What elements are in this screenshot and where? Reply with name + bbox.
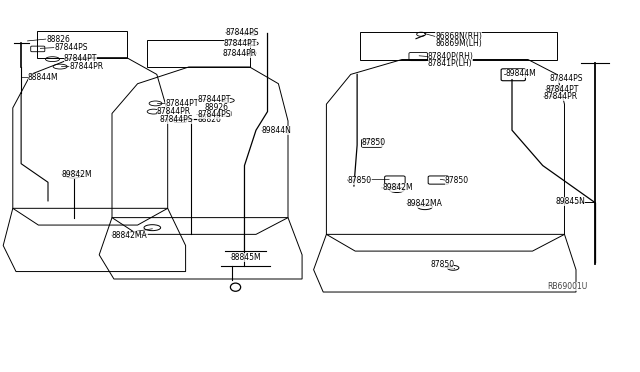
Text: 87844PR: 87844PR bbox=[69, 62, 103, 71]
Text: 86868N(RH): 86868N(RH) bbox=[435, 32, 482, 41]
Text: 87850: 87850 bbox=[445, 176, 469, 185]
Text: 88926: 88926 bbox=[205, 103, 229, 112]
Text: 87850: 87850 bbox=[430, 260, 454, 269]
Text: 88842MA: 88842MA bbox=[112, 231, 148, 240]
Text: 87840P(RH): 87840P(RH) bbox=[428, 52, 474, 61]
Text: 87844PR: 87844PR bbox=[544, 92, 578, 101]
Text: 88826: 88826 bbox=[46, 35, 70, 44]
Text: 87844PS: 87844PS bbox=[197, 110, 230, 119]
Text: 87844PS: 87844PS bbox=[54, 43, 88, 52]
Text: 89845N: 89845N bbox=[556, 197, 586, 206]
Text: 87844PT: 87844PT bbox=[224, 39, 257, 48]
Text: 88845M: 88845M bbox=[230, 253, 261, 262]
Text: 87841P(LH): 87841P(LH) bbox=[428, 60, 472, 68]
Text: 87850: 87850 bbox=[362, 138, 386, 147]
Text: 86869M(LH): 86869M(LH) bbox=[435, 39, 482, 48]
Text: 88844M: 88844M bbox=[28, 73, 58, 81]
Text: 89844N: 89844N bbox=[261, 126, 291, 135]
Text: 87850: 87850 bbox=[348, 176, 372, 185]
Text: 87844PT: 87844PT bbox=[165, 99, 198, 108]
Text: 89844M: 89844M bbox=[506, 69, 536, 78]
Text: 89842MA: 89842MA bbox=[406, 199, 442, 208]
Text: 87844PT: 87844PT bbox=[546, 85, 579, 94]
Text: 89842M: 89842M bbox=[382, 183, 413, 192]
Text: 87844PR: 87844PR bbox=[157, 107, 191, 116]
Text: 89842M: 89842M bbox=[61, 170, 92, 179]
Text: 87844PR: 87844PR bbox=[223, 49, 257, 58]
Text: 87844PS: 87844PS bbox=[160, 115, 193, 124]
Text: 87844PT: 87844PT bbox=[197, 95, 230, 104]
Text: 88826: 88826 bbox=[197, 115, 221, 124]
Text: 87844PS: 87844PS bbox=[549, 74, 582, 83]
Text: 87844PS: 87844PS bbox=[226, 28, 259, 37]
Text: 87844PT: 87844PT bbox=[64, 54, 97, 63]
Text: RB69001U: RB69001U bbox=[547, 282, 588, 291]
